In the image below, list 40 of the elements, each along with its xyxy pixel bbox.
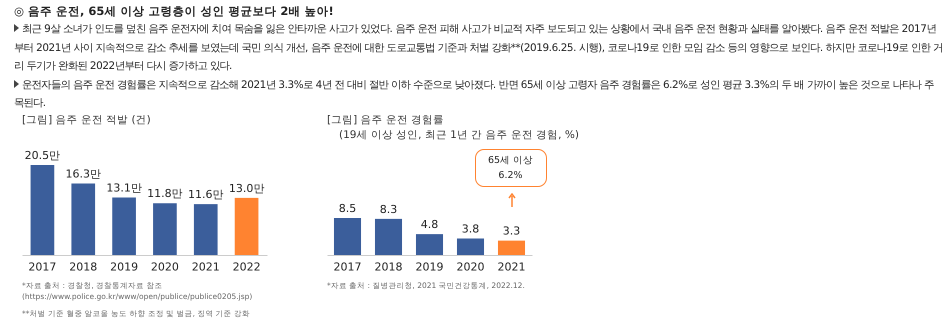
x-tick-label: 2018 bbox=[374, 260, 402, 273]
x-tick-label: 2021 bbox=[498, 260, 526, 273]
data-label: 16.3만 bbox=[66, 166, 101, 180]
text: ◎ 음주 운전, 65세 이상 고령층이 성인 평균보다 2배 높아! bbox=[14, 3, 335, 20]
data-label: 4.8 bbox=[420, 218, 438, 231]
bar bbox=[498, 240, 526, 254]
data-label: 11.6만 bbox=[188, 188, 224, 201]
bar bbox=[456, 238, 484, 254]
bar bbox=[153, 202, 177, 254]
x-tick-label: 2017 bbox=[28, 260, 56, 273]
data-label: 20.5만 bbox=[24, 148, 60, 162]
data-label: 8.3 bbox=[380, 202, 398, 216]
bar bbox=[71, 182, 96, 254]
bar bbox=[234, 197, 258, 254]
bar bbox=[194, 204, 218, 254]
data-label: 8.5 bbox=[338, 202, 356, 214]
bar bbox=[112, 196, 136, 254]
x-tick-label: 2019 bbox=[416, 260, 444, 273]
data-label: 3.8 bbox=[462, 222, 480, 235]
x-tick-label: 2022 bbox=[232, 260, 261, 273]
text: 운전자들의 음주 운전 경험률은 지속적으로 감소해 2021년 3.3%로 4년 전 대비 절반 이하 수준으로 낮아졌다. 반면 65세 이상 고령자 음주 경험률은 6.2%로 성인 평균 3.3%의 두 배 가까이 높은 것으로 나타나 주목된다. bbox=[14, 78, 935, 111]
data-label: 11.8만 bbox=[147, 186, 183, 200]
chart-subtitle: (19세 이상 성인, 최근 1년 간 음주 운전 경험, %) bbox=[338, 128, 579, 142]
bar bbox=[334, 218, 362, 254]
text: 최근 9살 소녀가 인도를 덮친 음주 운전자에 치여 목숨을 잃은 안타까운 사고가 있었다. 음주 운전 피해 사고가 비교적 자주 보도되고 있는 상황에서 국내 음주 운전 현황과 실태를 알아봤다. 음주 운전 적발은 2017년부터 2021년 사이 지속적으로 감소 추세를 보였는데 국민 의식 개선, 음주 운전에 대한 도로교통법 기준과 처벌 강화**(2019.6.25. 시행), 코로나19로 인한 모임 감소 등의 영향으로 보인다. 하지만 코로나19로 인한 거리 두기가 완화된 2022년부터 다시 증가하고 있다. bbox=[14, 22, 943, 74]
chart-title: [그림] 음주 운전 적발 (건) bbox=[22, 112, 152, 128]
data-label: 13.0만 bbox=[228, 181, 264, 194]
x-tick-label: 2020 bbox=[150, 260, 179, 273]
chart-title: [그림] 음주 운전 경험률 bbox=[327, 112, 446, 128]
bar bbox=[30, 164, 54, 254]
bar bbox=[374, 218, 402, 254]
data-label: 3.3 bbox=[502, 224, 520, 238]
x-tick-label: 2019 bbox=[110, 260, 138, 273]
x-tick-label: 2018 bbox=[69, 260, 98, 273]
x-tick-label: 2020 bbox=[456, 260, 484, 273]
text: 65세 이상 6.2% bbox=[474, 148, 546, 186]
data-label: 13.1만 bbox=[106, 180, 142, 194]
x-tick-label: 2017 bbox=[334, 260, 362, 273]
bar bbox=[416, 234, 444, 254]
x-tick-label: 2021 bbox=[192, 260, 220, 273]
